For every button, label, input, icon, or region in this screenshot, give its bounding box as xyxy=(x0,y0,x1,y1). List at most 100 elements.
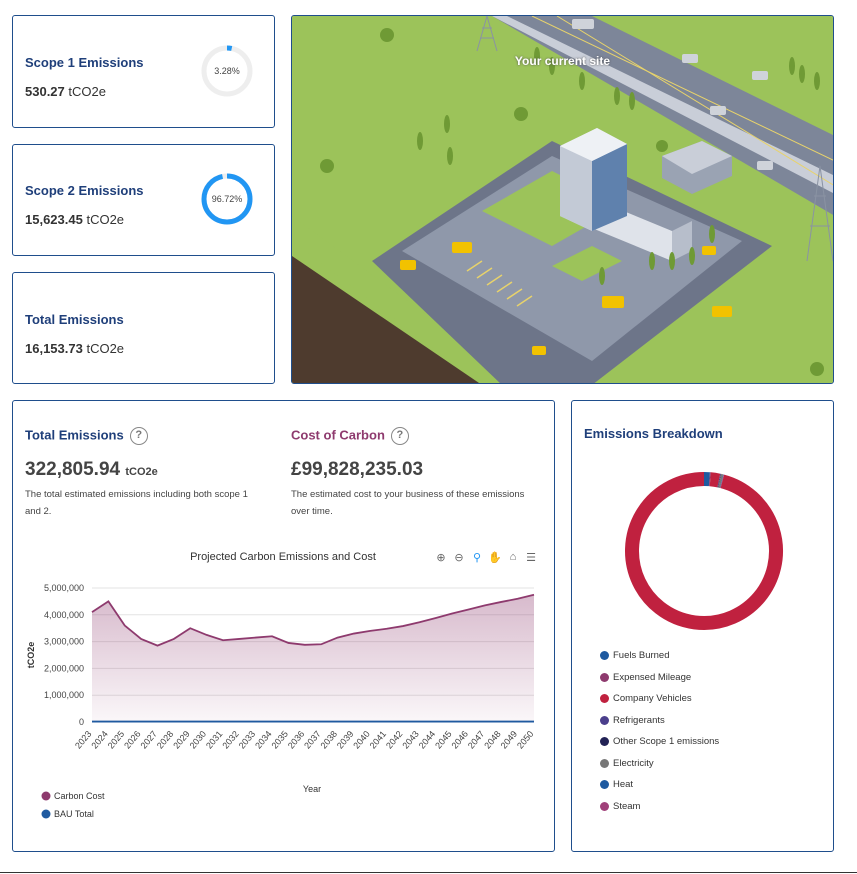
site-illustration: Your current site xyxy=(291,15,834,384)
scope2-title: Scope 2 Emissions xyxy=(25,183,144,198)
legend-label: Electricity xyxy=(613,757,654,769)
breakdown-card: Emissions Breakdown Fuels Burned Expensed… xyxy=(571,400,834,852)
x-tick-label: 2045 xyxy=(433,729,454,751)
scope2-value: 15,623.45 tCO2e xyxy=(25,212,124,227)
y-tick-label: 2,000,000 xyxy=(44,663,84,673)
legend-marker xyxy=(600,758,609,768)
zoom-out-icon[interactable]: ⊖ xyxy=(454,552,464,564)
breakdown-legend-item[interactable]: Steam xyxy=(600,801,640,812)
breakdown-legend-item[interactable]: Other Scope 1 emissions xyxy=(600,736,719,747)
legend-marker xyxy=(600,715,609,725)
scope2-unit: tCO2e xyxy=(86,212,125,227)
legend-marker xyxy=(600,780,609,789)
projected-emissions-chart: Projected Carbon Emissions and Cost 0 1,00… xyxy=(26,551,536,819)
x-axis-label: Year xyxy=(303,784,321,794)
total-card: Total Emissions 16,153.73 tCO2e xyxy=(12,272,275,384)
x-tick-label: 2036 xyxy=(286,729,307,751)
y-tick-label: 1,000,000 xyxy=(44,690,84,700)
menu-icon[interactable]: ☰ xyxy=(526,552,536,564)
legend-label: Steam xyxy=(613,800,641,812)
x-tick-label: 2048 xyxy=(482,729,503,751)
legend-marker xyxy=(600,694,609,703)
legend-marker xyxy=(600,801,609,811)
legend-marker xyxy=(600,651,609,660)
x-tick-label: 2039 xyxy=(335,729,356,751)
y-axis-label: tCO2e xyxy=(26,642,36,669)
breakdown-donut xyxy=(625,472,783,630)
y-tick-label: 0 xyxy=(79,717,84,727)
total-unit: tCO2e xyxy=(86,341,125,356)
legend-label[interactable]: Carbon Cost xyxy=(54,791,105,801)
x-tick-label: 2035 xyxy=(269,729,290,751)
y-tick-label: 5,000,000 xyxy=(44,583,84,593)
breakdown-legend-item[interactable]: Refrigerants xyxy=(600,715,665,726)
legend-marker[interactable] xyxy=(41,809,51,819)
emissions-description-line-2: and 2. xyxy=(25,506,52,517)
home-icon[interactable]: ⌂ xyxy=(509,551,517,563)
y-tick-label: 4,000,000 xyxy=(44,610,84,620)
breakdown-legend-item[interactable]: Heat xyxy=(600,779,633,790)
cost-heading: Cost of Carbon? xyxy=(291,427,409,445)
pan-icon[interactable]: ✋ xyxy=(488,552,502,564)
breakdown-legend-item[interactable]: Fuels Burned xyxy=(600,650,670,661)
cost-description: The estimated cost to your business of t… xyxy=(291,486,551,520)
ring-percent-label: 3.28% xyxy=(214,66,240,76)
emissions-description-line-1: The total estimated emissions including … xyxy=(25,489,248,500)
ring-progress xyxy=(201,45,253,97)
x-tick-label: 2026 xyxy=(122,729,143,751)
chart-toolbar: ⊕ ⊖ ⚲ ✋ ⌂ ☰ xyxy=(434,551,538,564)
x-tick-label: 2033 xyxy=(237,729,258,751)
x-tick-label: 2028 xyxy=(155,729,176,751)
x-tick-label: 2038 xyxy=(319,729,340,751)
x-tick-label: 2032 xyxy=(220,729,241,751)
scope2-number: 15,623.45 xyxy=(25,212,83,227)
x-tick-label: 2040 xyxy=(351,729,372,751)
ring-progress xyxy=(201,173,253,225)
legend-label: Other Scope 1 emissions xyxy=(613,736,720,747)
legend-marker xyxy=(600,672,609,682)
selection-zoom-icon[interactable]: ⚲ xyxy=(472,552,482,564)
scope1-card: Scope 1 Emissions 530.27 tCO2e 3.28% xyxy=(12,15,275,128)
x-tick-label: 2046 xyxy=(450,729,471,751)
legend-label: Fuels Burned xyxy=(613,650,670,661)
donut-slice[interactable] xyxy=(709,472,721,488)
cost-help-icon[interactable]: ? xyxy=(390,427,409,445)
x-tick-label: 2024 xyxy=(89,729,110,751)
scope2-card: Scope 2 Emissions 15,623.45 tCO2e 96.72% xyxy=(12,144,275,256)
scope1-number: 530.27 xyxy=(25,84,65,99)
legend-label[interactable]: BAU Total xyxy=(54,809,94,819)
x-tick-label: 2029 xyxy=(171,729,192,751)
emissions-heading-label: Total Emissions xyxy=(25,427,124,443)
x-tick-label: 2037 xyxy=(302,729,323,751)
breakdown-legend-item[interactable]: Electricity xyxy=(600,758,654,769)
cost-description-line-2: over time. xyxy=(291,506,333,517)
x-tick-label: 2034 xyxy=(253,729,274,751)
legend-label: Expensed Mileage xyxy=(613,671,692,683)
x-tick-label: 2047 xyxy=(466,729,487,751)
zoom-in-icon[interactable]: ⊕ xyxy=(436,552,446,564)
site-label: Your current site xyxy=(514,54,611,68)
ring-percent-label: 96.72% xyxy=(212,194,243,204)
breakdown-legend-item[interactable]: Expensed Mileage xyxy=(600,672,691,683)
total-title: Total Emissions xyxy=(25,312,124,327)
legend-marker xyxy=(600,737,609,746)
legend-marker[interactable] xyxy=(41,791,51,801)
y-tick-label: 3,000,000 xyxy=(44,637,84,647)
x-tick-label: 2025 xyxy=(106,729,127,751)
cost-description-line-1: The estimated cost to your business of t… xyxy=(291,489,525,500)
x-tick-label: 2049 xyxy=(499,729,520,751)
page-divider xyxy=(0,872,857,873)
emissions-heading: Total Emissions? xyxy=(25,427,148,445)
emissions-help-icon[interactable]: ? xyxy=(129,427,148,445)
emissions-total-value: 322,805.94 xyxy=(25,459,121,480)
donut-slice[interactable] xyxy=(625,472,783,630)
legend-label: Heat xyxy=(613,779,634,790)
x-tick-label: 2042 xyxy=(384,729,405,751)
x-tick-label: 2023 xyxy=(73,729,94,751)
legend-label: Company Vehicles xyxy=(613,693,692,704)
x-tick-label: 2050 xyxy=(515,729,536,751)
breakdown-legend-item[interactable]: Company Vehicles xyxy=(600,693,692,704)
carbon-cost-line xyxy=(91,593,535,647)
total-number: 16,153.73 xyxy=(25,341,83,356)
x-tick-label: 2027 xyxy=(138,729,159,751)
